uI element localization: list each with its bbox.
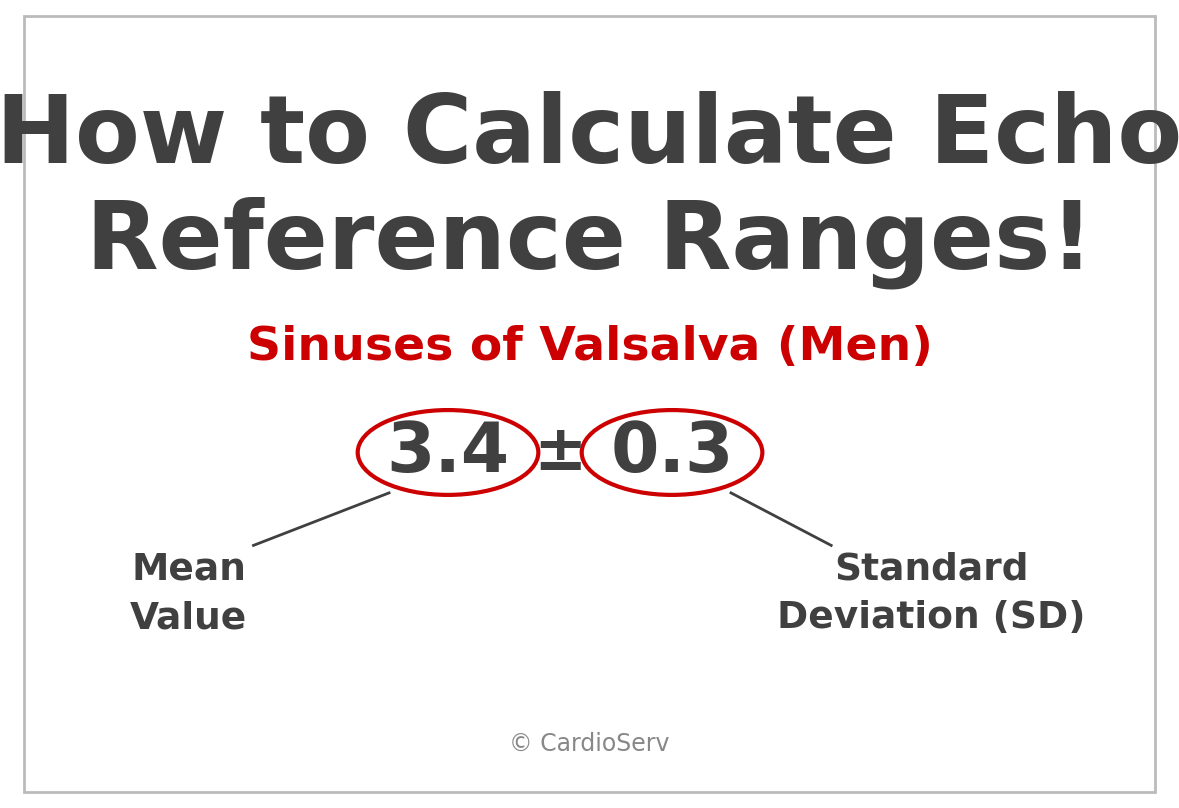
- Text: 3.4: 3.4: [387, 419, 509, 486]
- Text: © CardioServ: © CardioServ: [509, 731, 670, 755]
- Text: Reference Ranges!: Reference Ranges!: [86, 196, 1093, 288]
- Text: Mean: Mean: [131, 552, 246, 587]
- Text: Standard: Standard: [835, 552, 1028, 587]
- Text: How to Calculate Echo: How to Calculate Echo: [0, 91, 1179, 183]
- Text: 0.3: 0.3: [611, 419, 733, 486]
- Text: Sinuses of Valsalva (Men): Sinuses of Valsalva (Men): [246, 325, 933, 370]
- Text: Value: Value: [130, 600, 248, 636]
- Text: ±: ±: [533, 422, 587, 483]
- Text: Deviation (SD): Deviation (SD): [777, 600, 1086, 636]
